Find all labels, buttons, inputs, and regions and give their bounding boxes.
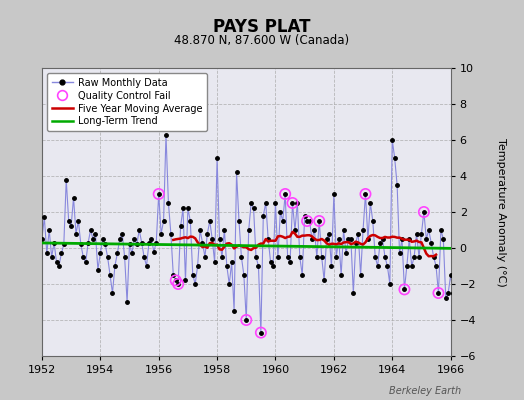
Point [303, 218, 311, 224]
Y-axis label: Temperature Anomaly (°C): Temperature Anomaly (°C) [496, 138, 506, 286]
Point [420, 209, 428, 215]
Point [281, 191, 289, 197]
Text: PAYS PLAT: PAYS PLAT [213, 18, 311, 36]
Point [315, 218, 323, 224]
Point [171, 277, 180, 284]
Text: Berkeley Earth: Berkeley Earth [389, 386, 461, 396]
Point [242, 317, 250, 323]
Point [400, 286, 409, 293]
Text: 48.870 N, 87.600 W (Canada): 48.870 N, 87.600 W (Canada) [174, 34, 350, 47]
Point [288, 200, 297, 206]
Legend: Raw Monthly Data, Quality Control Fail, Five Year Moving Average, Long-Term Tren: Raw Monthly Data, Quality Control Fail, … [47, 73, 208, 131]
Point [174, 281, 182, 287]
Point [155, 191, 163, 197]
Point [434, 290, 443, 296]
Point [257, 330, 265, 336]
Point [361, 191, 369, 197]
